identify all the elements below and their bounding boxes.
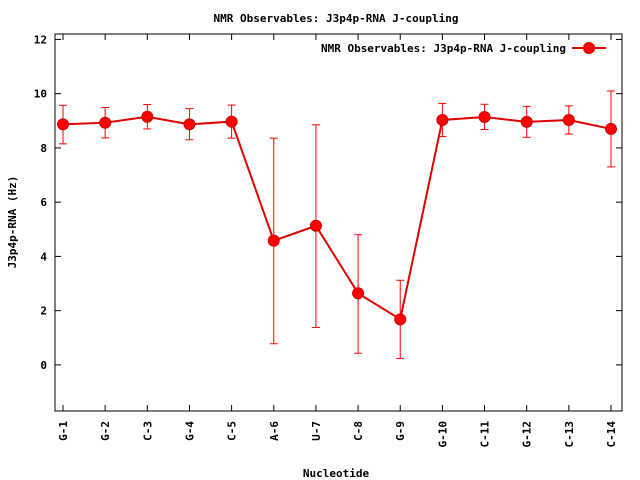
legend-marker [583, 42, 595, 54]
y-axis-label: J3p4p-RNA (Hz) [6, 176, 19, 269]
data-point [478, 110, 491, 123]
error-bars [59, 90, 615, 359]
data-point [225, 115, 238, 128]
data-point [352, 287, 365, 300]
x-tick-label: G-9 [394, 421, 407, 441]
x-tick-label: U-7 [310, 421, 323, 441]
data-point [436, 113, 449, 126]
x-tick-label: A-6 [268, 421, 281, 441]
data-point [183, 118, 196, 131]
x-axis: G-1 G-2 C-3 G-4 C-5 A-6 U-7 C-8 G-9 G-10 C-11 G-12 C… [57, 34, 618, 448]
data-point [267, 234, 280, 247]
series-line [62, 115, 612, 321]
data-point [309, 219, 322, 232]
y-tick-label: 12 [34, 33, 47, 46]
legend-label: NMR Observables: J3p4p-RNA J-coupling [321, 42, 566, 55]
x-tick-label: G-10 [436, 421, 449, 448]
plot-frame [54, 33, 623, 412]
data-point [141, 110, 154, 123]
data-point [57, 118, 69, 131]
data-point [605, 122, 617, 135]
x-tick-label: C-3 [141, 421, 154, 441]
y-tick-label: 8 [40, 142, 47, 155]
series-group [57, 110, 617, 326]
data-point [99, 116, 112, 129]
y-tick-label: 6 [40, 196, 47, 209]
legend: NMR Observables: J3p4p-RNA J-coupling [321, 42, 606, 55]
x-tick-label: C-11 [479, 421, 492, 448]
y-axis: 0 2 4 6 8 10 12 [34, 33, 622, 372]
x-tick-label: C-13 [563, 421, 576, 448]
x-tick-label: G-4 [183, 421, 196, 441]
y-tick-label: 0 [40, 359, 47, 372]
y-tick-label: 2 [40, 305, 47, 318]
x-tick-label: G-1 [57, 421, 70, 441]
data-point [520, 115, 533, 128]
chart-title: NMR Observables: J3p4p-RNA J-coupling [213, 12, 458, 25]
y-tick-label: 10 [34, 88, 47, 101]
data-point [394, 313, 407, 326]
x-axis-label: Nucleotide [303, 467, 370, 480]
x-tick-label: C-14 [605, 421, 618, 448]
x-tick-label: G-2 [99, 421, 112, 441]
data-point [562, 113, 575, 126]
x-tick-label: G-12 [521, 421, 534, 448]
x-tick-label: C-8 [352, 421, 365, 441]
y-tick-label: 4 [40, 250, 47, 263]
x-tick-label: C-5 [226, 421, 239, 441]
